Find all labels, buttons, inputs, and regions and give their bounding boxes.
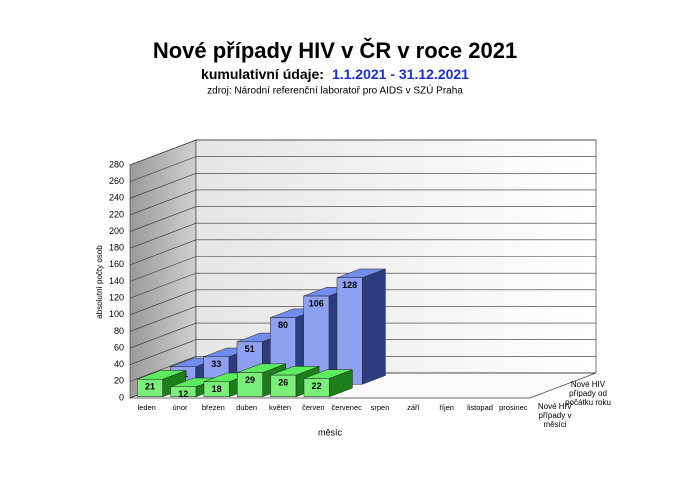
y-tick-label: 260 xyxy=(109,176,124,186)
x-tick-label: červenec xyxy=(331,403,362,412)
y-tick-label: 200 xyxy=(109,226,124,236)
grid-line xyxy=(129,189,596,216)
bar-front xyxy=(336,277,363,385)
x-tick-label: srpen xyxy=(371,403,390,412)
x-tick-label: září xyxy=(407,403,420,412)
grid-line xyxy=(129,339,596,365)
y-tick-label: 240 xyxy=(109,193,124,203)
y-tick-label: 0 xyxy=(119,392,124,402)
data-label: 128 xyxy=(342,280,357,290)
grid-line xyxy=(129,156,596,182)
bar-front xyxy=(203,381,230,397)
bar-front xyxy=(270,374,297,398)
x-tick-label: červen xyxy=(302,403,325,412)
y-tick-label: 100 xyxy=(109,309,124,319)
grid-line xyxy=(129,306,596,332)
period: 1.1.2021 - 31.12.2021 xyxy=(332,66,469,82)
y-tick-label: 120 xyxy=(109,293,124,303)
grid-line xyxy=(129,289,596,316)
data-label: 26 xyxy=(278,377,288,387)
x-tick-label: leden xyxy=(137,403,155,412)
bar-front xyxy=(137,379,163,397)
bar xyxy=(303,369,353,398)
y-tick-label: 140 xyxy=(109,276,124,286)
data-label: 18 xyxy=(212,384,222,394)
bar-side xyxy=(362,268,386,385)
plot: 0 20 40 60 80 100 120 140 160 180 200 220 240 260 280 l… xyxy=(109,139,597,412)
y-tick-label: 220 xyxy=(109,209,124,219)
data-label: 80 xyxy=(278,320,288,330)
data-label: 22 xyxy=(312,381,322,391)
bar-front xyxy=(303,378,330,398)
y-tick-label: 60 xyxy=(114,342,124,352)
data-label: 106 xyxy=(309,298,324,308)
y-tick-label: 80 xyxy=(114,326,124,336)
x-tick-label: duben xyxy=(236,403,257,412)
data-label: 12 xyxy=(178,389,188,399)
y-axis-label: absolutní počty osob xyxy=(95,245,104,319)
x-tick-label: listopad xyxy=(467,403,493,412)
grid-line xyxy=(129,239,596,266)
y-tick-label: 180 xyxy=(109,243,124,253)
bar xyxy=(336,268,386,385)
bar-front xyxy=(170,386,197,397)
series-label: Nové HIV případy od počátku roku xyxy=(565,380,611,407)
chart-subtitle: kumulativní údaje: 1.1.2021 - 31.12.2021 xyxy=(201,66,469,82)
y-tick-label: 280 xyxy=(109,159,124,169)
grid-line xyxy=(129,272,596,299)
source: zdroj: Národní referenční laboratoř pro … xyxy=(207,84,463,97)
x-tick-label: květen xyxy=(269,403,291,412)
grid-line xyxy=(129,356,596,382)
x-tick-label: říjen xyxy=(439,403,454,412)
x-tick-label: únor xyxy=(172,403,188,412)
y-tick-label: 20 xyxy=(114,376,124,386)
chart-title: Nové případy HIV v ČR v roce 2021 xyxy=(153,38,517,63)
grid-line xyxy=(129,206,596,232)
grid-line xyxy=(129,322,596,349)
data-label: 51 xyxy=(245,344,255,354)
data-label: 29 xyxy=(245,375,255,385)
grid-line xyxy=(129,139,596,166)
x-tick-label: prosinec xyxy=(499,403,528,412)
y-tick-label: 40 xyxy=(114,359,124,369)
x-axis-label: měsíc xyxy=(318,427,343,437)
series-label: Nové HIV případy v měsíci xyxy=(537,402,573,429)
grid-line xyxy=(129,222,596,249)
y-tick-label: 160 xyxy=(109,259,124,269)
data-label: 21 xyxy=(145,382,155,392)
x-tick-label: březen xyxy=(202,403,225,412)
data-label: 33 xyxy=(211,359,221,369)
grid-line xyxy=(129,172,596,199)
bar-front xyxy=(237,372,263,398)
subtitle: kumulativní údaje: xyxy=(201,66,324,82)
bar xyxy=(137,370,186,398)
grid-line xyxy=(129,256,596,282)
